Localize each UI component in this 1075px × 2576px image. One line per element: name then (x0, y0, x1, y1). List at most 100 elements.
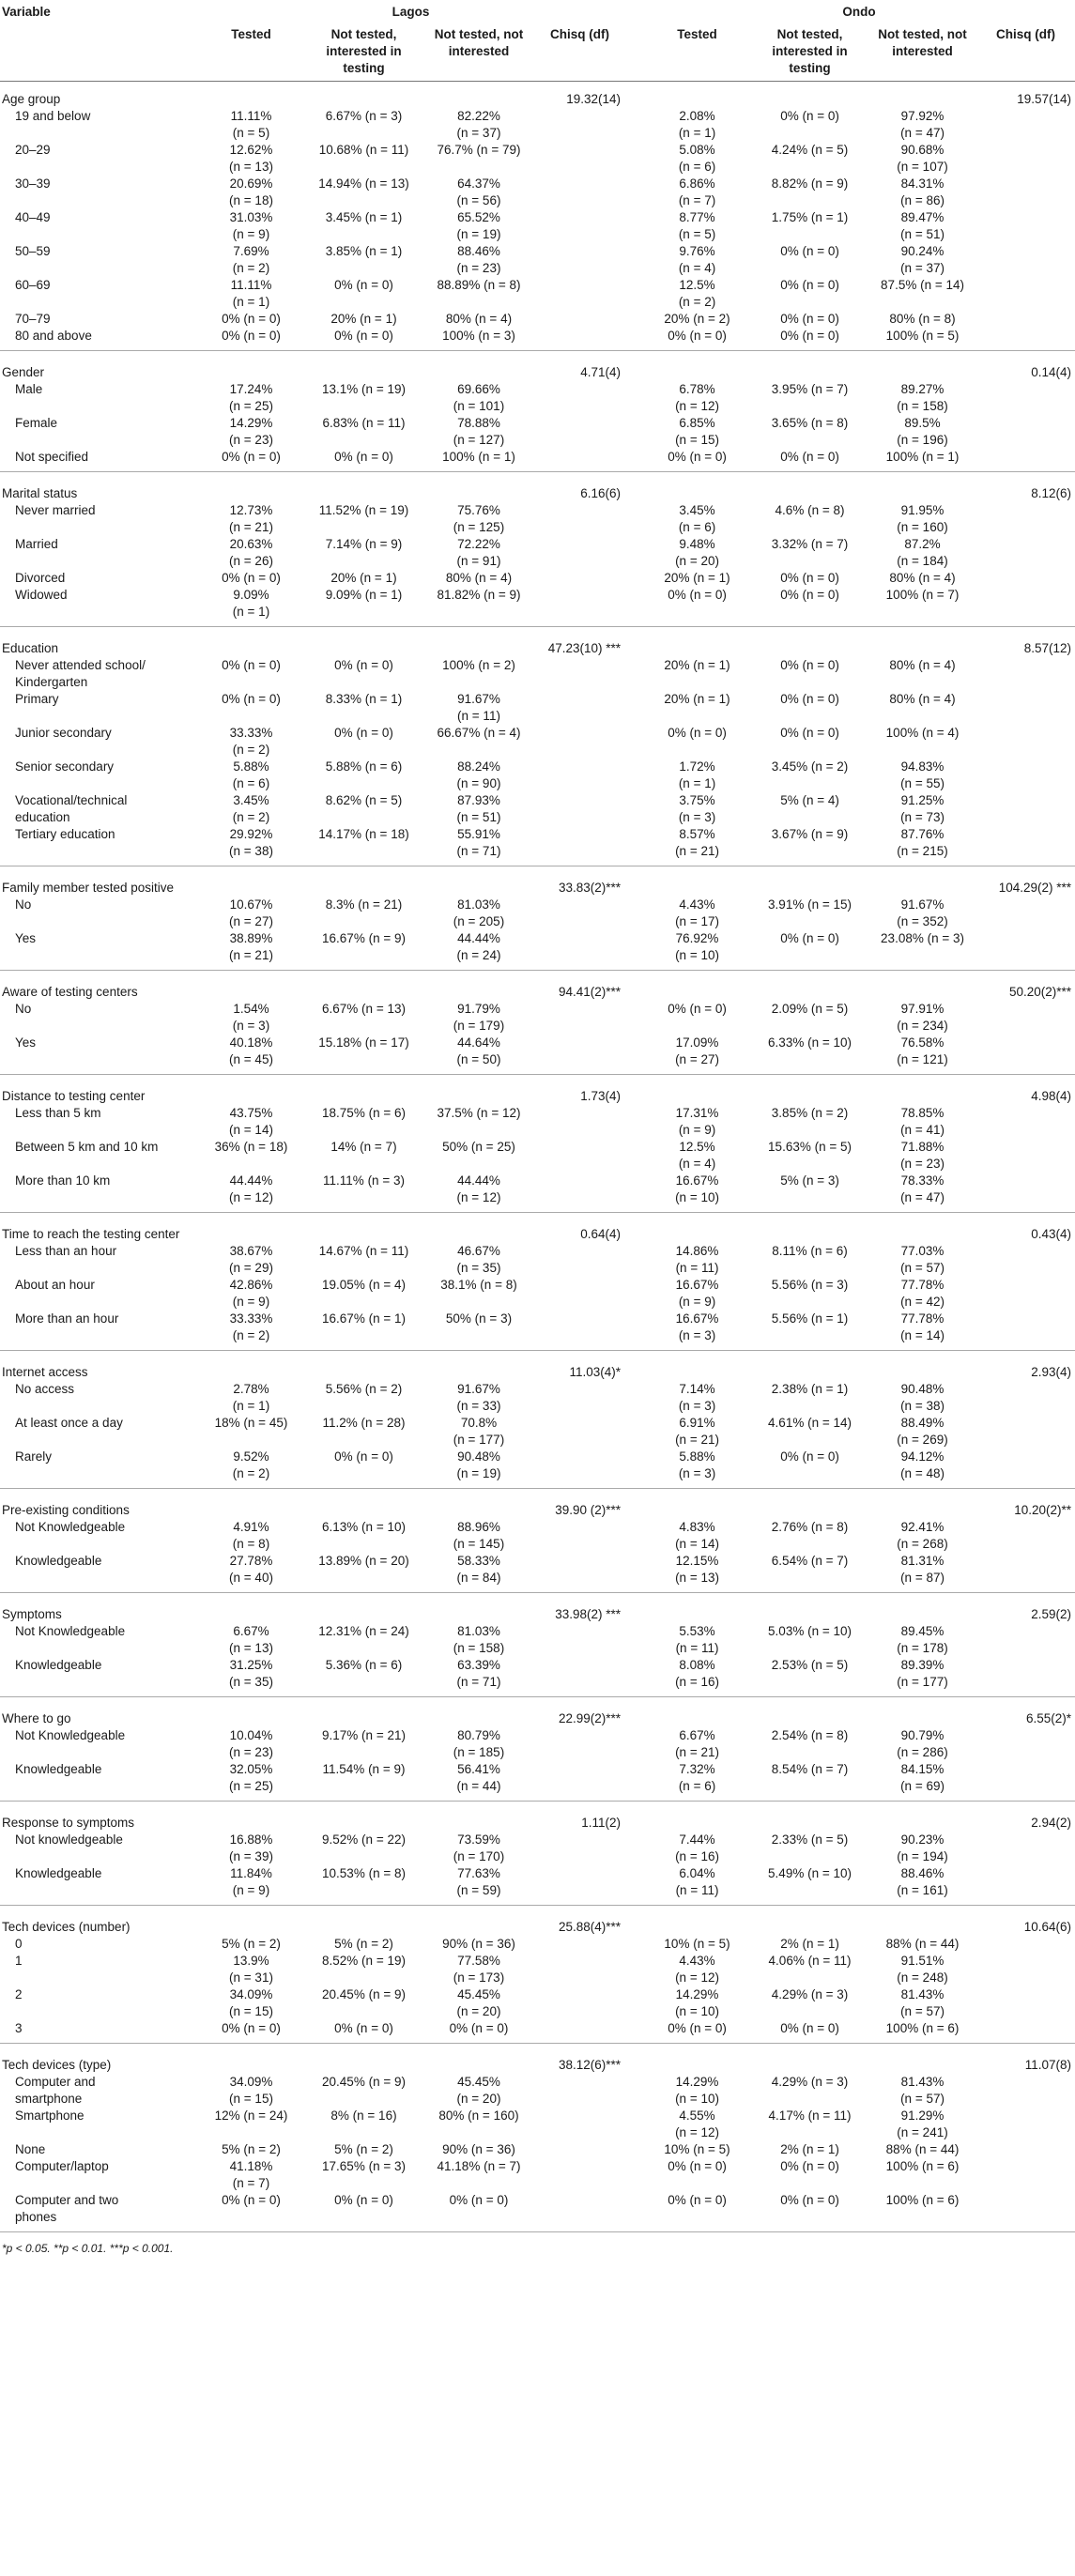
spacer (624, 142, 643, 176)
table-body: Age group 19.32(14) 19.57(14) 19 and below 1… (0, 82, 1075, 2232)
data-cell: 80% (n = 4) (445, 571, 513, 585)
data-cell: 0% (n = 0) (334, 278, 393, 292)
row-label: 80 and above (15, 329, 92, 343)
data-cell: 77.78% (n = 42) (900, 1278, 944, 1309)
data-cell: 32.05% (n = 25) (229, 1762, 273, 1793)
data-cell: 10.67% (n = 27) (229, 897, 273, 928)
spacer (976, 657, 1075, 691)
chisq-ondo: 10.20(2)** (1014, 1503, 1072, 1517)
chisq-lagos: 38.12(6)*** (558, 2058, 622, 2072)
data-cell: 2.78% (n = 1) (232, 1382, 270, 1413)
table-row: Female 14.29% (n = 23) 6.83% (n = 11) 78.88%… (0, 415, 1075, 449)
data-cell: 5% (n = 2) (222, 1937, 281, 1951)
spacer (535, 1035, 624, 1068)
data-cell: 7.14% (n = 3) (678, 1382, 716, 1413)
group-separator (0, 466, 1075, 472)
spacer (535, 311, 624, 328)
data-cell: 19.05% (n = 4) (322, 1278, 406, 1292)
row-label: Knowledgeable (15, 1762, 102, 1776)
table-row: Never attended school/Kindergarten 0% (n … (0, 657, 1075, 691)
variable-header: Variable (2, 5, 51, 19)
spacer (624, 2044, 643, 2075)
group-name: Tech devices (type) (2, 2058, 112, 2072)
spacer (976, 1139, 1075, 1173)
data-cell: 76.58% (n = 121) (897, 1035, 948, 1066)
row-label: Not knowledgeable (15, 1832, 123, 1847)
spacer (535, 1553, 624, 1587)
spacer (624, 1105, 643, 1139)
data-cell: 44.44% (n = 12) (229, 1173, 273, 1204)
data-cell: 88.46% (n = 23) (456, 244, 501, 275)
data-cell: 0% (n = 0) (222, 312, 281, 326)
spacer (535, 792, 624, 826)
spacer (976, 1173, 1075, 1206)
data-cell: 80% (n = 8) (889, 312, 956, 326)
group-row: Gender 4.71(4) 0.14(4) (0, 351, 1075, 382)
data-cell: 16.67% (n = 9) (322, 931, 406, 945)
table-row: Smartphone 12% (n = 24) 8% (n = 16) 80% (n … (0, 2108, 1075, 2141)
data-cell: 0% (n = 0) (668, 450, 727, 464)
data-cell: 4.43% (n = 17) (675, 897, 719, 928)
data-cell: 20% (n = 1) (330, 571, 397, 585)
row-label: 30–39 (15, 176, 51, 191)
spacer (624, 971, 643, 1002)
spacer (976, 2141, 1075, 2158)
data-cell: 14.86% (n = 11) (675, 1244, 719, 1275)
data-cell: 0% (n = 0) (780, 450, 839, 464)
spacer (624, 2074, 643, 2108)
data-cell: 3.85% (n = 1) (325, 244, 403, 258)
spacer (643, 1075, 976, 1106)
data-cell: 9.09% (n = 1) (325, 588, 403, 602)
data-cell: 100% (n = 6) (885, 2021, 960, 2035)
spacer (976, 502, 1075, 536)
row-label: No access (15, 1382, 75, 1396)
spacer (535, 2108, 624, 2141)
group-row: Distance to testing center 1.73(4) 4.98(4) (0, 1075, 1075, 1106)
data-cell: 77.03% (n = 57) (900, 1244, 944, 1275)
data-cell: 81.43% (n = 57) (900, 1987, 944, 2018)
row-label: No (15, 897, 32, 912)
spacer (535, 415, 624, 449)
spacer (976, 792, 1075, 826)
spacer (976, 415, 1075, 449)
spacer (535, 243, 624, 277)
data-cell: 4.55% (n = 12) (675, 2108, 719, 2139)
group-name: Pre-existing conditions (2, 1503, 130, 1517)
spacer (643, 1697, 976, 1728)
spacer (643, 2044, 976, 2075)
data-cell: 2.09% (n = 5) (771, 1002, 849, 1016)
data-cell: 34.09% (n = 15) (229, 1987, 273, 2018)
group-name: Family member tested positive (2, 881, 175, 895)
data-cell: 17.24% (n = 25) (229, 382, 273, 413)
chisq-lagos: 4.71(4) (580, 365, 622, 379)
data-cell: 90.48% (n = 19) (456, 1449, 501, 1480)
data-cell: 66.67% (n = 4) (437, 726, 521, 740)
spacer (535, 1727, 624, 1761)
spacer (624, 1415, 643, 1449)
spacer (976, 176, 1075, 209)
lagos-header: Lagos (392, 5, 430, 19)
data-cell: 0% (n = 0) (780, 726, 839, 740)
spacer (535, 1105, 624, 1139)
group-separator (0, 345, 1075, 351)
data-cell: 11.11% (n = 5) (230, 109, 272, 140)
row-label: Rarely (15, 1449, 53, 1464)
data-cell: 0% (n = 0) (449, 2021, 509, 2035)
spacer (624, 866, 643, 897)
spacer (535, 570, 624, 587)
group-name: Distance to testing center (2, 1089, 146, 1103)
spacer (624, 930, 643, 964)
data-cell: 20.69% (n = 18) (229, 176, 273, 207)
row-label: None (15, 2142, 46, 2156)
spacer (643, 971, 976, 1002)
data-cell: 0% (n = 0) (222, 2193, 281, 2207)
row-label: Tertiary education (15, 827, 115, 841)
data-cell: 3.45% (n = 6) (678, 503, 716, 534)
spacer (535, 657, 624, 691)
data-cell: 8.33% (n = 1) (325, 692, 403, 706)
spacer (624, 1697, 643, 1728)
data-cell: 3.65% (n = 8) (771, 416, 849, 430)
data-cell: 0% (n = 0) (334, 2193, 393, 2207)
spacer (976, 2158, 1075, 2192)
chisq-ondo: 8.57(12) (1023, 641, 1072, 655)
